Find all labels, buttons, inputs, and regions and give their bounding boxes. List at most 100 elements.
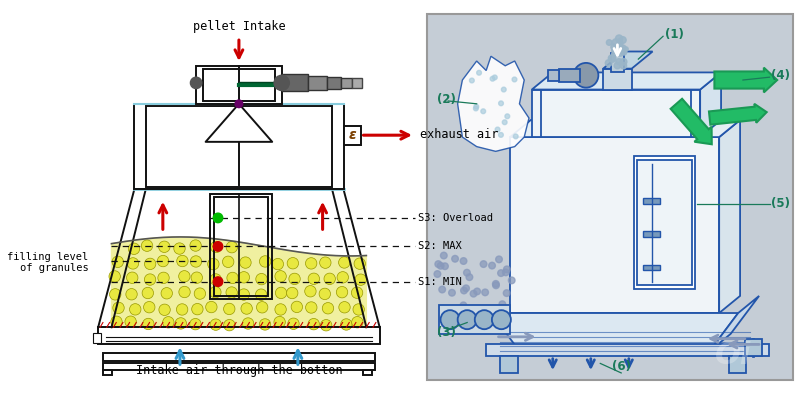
- Circle shape: [291, 301, 302, 312]
- Circle shape: [495, 127, 500, 132]
- Circle shape: [190, 77, 202, 89]
- Bar: [282, 74, 308, 91]
- Circle shape: [617, 39, 622, 45]
- Circle shape: [321, 320, 332, 331]
- Circle shape: [214, 213, 222, 223]
- Circle shape: [619, 37, 626, 43]
- Circle shape: [194, 288, 206, 299]
- Circle shape: [238, 289, 250, 300]
- Circle shape: [241, 303, 252, 314]
- Circle shape: [492, 310, 511, 329]
- Circle shape: [158, 272, 170, 284]
- Bar: [643, 198, 660, 204]
- Bar: [610, 54, 624, 72]
- Polygon shape: [510, 120, 740, 137]
- Circle shape: [624, 47, 628, 51]
- Bar: [103, 353, 375, 361]
- Circle shape: [470, 78, 474, 83]
- Circle shape: [145, 258, 156, 269]
- Text: S1: MIN: S1: MIN: [418, 277, 462, 287]
- Circle shape: [341, 319, 352, 330]
- Circle shape: [439, 286, 446, 293]
- Circle shape: [274, 75, 290, 91]
- Circle shape: [490, 76, 495, 81]
- Circle shape: [191, 272, 202, 283]
- Circle shape: [352, 316, 363, 328]
- Circle shape: [336, 286, 348, 298]
- Circle shape: [606, 40, 612, 45]
- Circle shape: [458, 310, 477, 329]
- Circle shape: [498, 132, 503, 137]
- Circle shape: [621, 49, 626, 55]
- Circle shape: [505, 114, 510, 119]
- Circle shape: [470, 290, 477, 297]
- Circle shape: [355, 274, 366, 285]
- Circle shape: [612, 47, 618, 54]
- Circle shape: [175, 318, 186, 329]
- Circle shape: [223, 303, 235, 315]
- Circle shape: [226, 242, 238, 253]
- Circle shape: [441, 310, 459, 329]
- Bar: [548, 70, 559, 81]
- Circle shape: [214, 242, 222, 251]
- Circle shape: [259, 319, 270, 330]
- Circle shape: [493, 282, 499, 289]
- Bar: [341, 78, 352, 87]
- Text: pellet Intake: pellet Intake: [193, 20, 286, 33]
- Circle shape: [615, 35, 622, 42]
- Bar: [638, 160, 691, 285]
- Bar: [327, 77, 341, 89]
- Circle shape: [158, 255, 169, 267]
- Circle shape: [461, 287, 467, 294]
- Circle shape: [210, 286, 221, 298]
- Bar: [643, 264, 660, 270]
- Circle shape: [308, 273, 319, 284]
- Bar: [202, 69, 275, 101]
- Bar: [308, 76, 327, 89]
- Circle shape: [275, 271, 286, 282]
- Circle shape: [620, 58, 627, 65]
- Text: (3): (3): [437, 325, 455, 338]
- Text: Oi: Oi: [715, 341, 752, 370]
- Circle shape: [259, 256, 271, 267]
- Circle shape: [162, 317, 174, 328]
- Circle shape: [222, 256, 234, 268]
- FancyArrow shape: [670, 99, 712, 144]
- Bar: [210, 194, 272, 299]
- Circle shape: [112, 256, 123, 268]
- Bar: [196, 66, 282, 104]
- Circle shape: [353, 304, 364, 315]
- Circle shape: [498, 101, 503, 106]
- Circle shape: [502, 269, 509, 276]
- Circle shape: [142, 287, 154, 299]
- Text: (4): (4): [771, 69, 790, 82]
- Circle shape: [319, 288, 330, 299]
- Circle shape: [308, 318, 319, 330]
- Circle shape: [481, 109, 486, 113]
- Circle shape: [142, 318, 154, 330]
- Circle shape: [474, 310, 494, 329]
- Circle shape: [463, 269, 470, 276]
- Circle shape: [508, 277, 515, 284]
- Circle shape: [612, 48, 617, 53]
- Bar: [146, 106, 332, 188]
- Circle shape: [274, 316, 286, 328]
- Circle shape: [618, 50, 623, 56]
- Text: ε: ε: [348, 128, 356, 142]
- Circle shape: [324, 273, 335, 284]
- Circle shape: [110, 316, 122, 327]
- Circle shape: [474, 288, 481, 295]
- Circle shape: [606, 60, 612, 66]
- Circle shape: [177, 255, 188, 267]
- Circle shape: [159, 304, 170, 316]
- Circle shape: [618, 44, 623, 49]
- Circle shape: [493, 281, 499, 287]
- Circle shape: [438, 262, 444, 269]
- Circle shape: [127, 258, 138, 269]
- Circle shape: [609, 55, 616, 62]
- Circle shape: [351, 287, 362, 298]
- Circle shape: [208, 258, 219, 270]
- Circle shape: [235, 100, 242, 108]
- Bar: [103, 370, 113, 375]
- Circle shape: [144, 274, 156, 285]
